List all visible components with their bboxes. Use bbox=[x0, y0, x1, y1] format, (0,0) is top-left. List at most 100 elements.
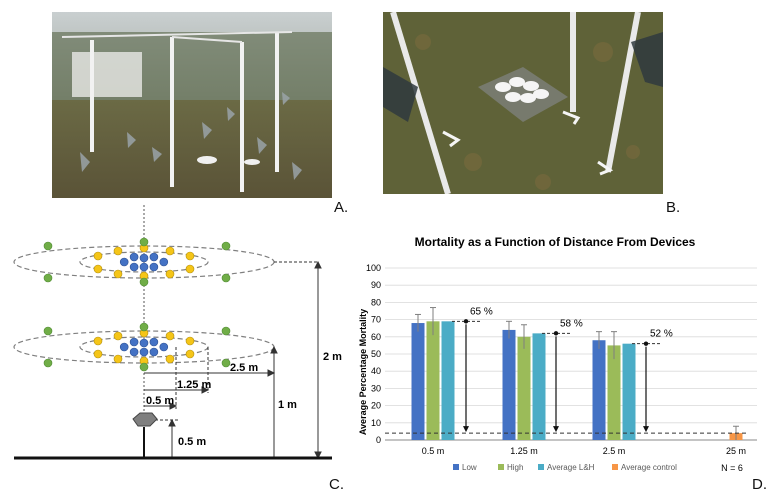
legend-label: Average control bbox=[621, 463, 677, 472]
dim-label-1-25m: 1.25 m bbox=[177, 379, 211, 391]
outer-cage-dot bbox=[43, 273, 53, 283]
inner-cage-dot bbox=[149, 262, 159, 272]
schematic-diagram: 2.5 m 1.25 m 0.5 m 2 m 1 m 0.5 m bbox=[13, 205, 342, 460]
inner-cage-dot bbox=[129, 347, 139, 357]
legend-swatch bbox=[453, 464, 459, 470]
inner-cage-dot bbox=[119, 342, 129, 352]
photo-ground-closeup-drawing bbox=[383, 12, 663, 194]
annotation-label: 65 % bbox=[470, 306, 493, 317]
device-icon bbox=[132, 412, 158, 427]
bar-high bbox=[426, 321, 440, 440]
annotation-label: 58 % bbox=[560, 318, 583, 329]
bar-high bbox=[517, 336, 531, 440]
mortality-chart: Mortality as a Function of Distance From… bbox=[358, 235, 757, 473]
middle-cage-dot bbox=[185, 251, 195, 261]
annotation-point bbox=[643, 341, 649, 346]
middle-cage-dot bbox=[113, 246, 123, 256]
middle-cage-dot bbox=[165, 354, 175, 364]
inner-cage-dot bbox=[139, 253, 149, 263]
dim-label-2-5m: 2.5 m bbox=[230, 362, 258, 374]
panel-label-d: D. bbox=[752, 476, 767, 493]
y-tick-label: 40 bbox=[371, 366, 381, 376]
y-tick-labels: 0 10 20 30 40 50 60 70 80 90 100 bbox=[366, 263, 381, 445]
y-tick-label: 50 bbox=[371, 349, 381, 359]
outer-cage-dot bbox=[139, 237, 149, 247]
inner-cage-dot bbox=[149, 347, 159, 357]
outer-cage-dot bbox=[43, 358, 53, 368]
x-tick-label: 1.25 m bbox=[510, 446, 538, 456]
middle-cage-dot bbox=[93, 264, 103, 274]
outer-cage-dot bbox=[43, 326, 53, 336]
bar-average-l-h bbox=[532, 333, 546, 440]
inner-cage-dot bbox=[129, 252, 139, 262]
photo-outdoor-setup bbox=[52, 12, 332, 198]
annotation-arrowhead bbox=[643, 426, 649, 433]
inner-cage-dot bbox=[139, 262, 149, 272]
height-label-2m: 2 m bbox=[323, 351, 342, 363]
inner-cage-dot bbox=[139, 347, 149, 357]
y-tick-label: 30 bbox=[371, 383, 381, 393]
y-tick-label: 60 bbox=[371, 332, 381, 342]
height-label-0-5m: 0.5 m bbox=[178, 436, 206, 448]
legend-swatch bbox=[538, 464, 544, 470]
y-tick-label: 70 bbox=[371, 315, 381, 325]
middle-cage-dot bbox=[185, 349, 195, 359]
x-tick-labels: 0.5 m 1.25 m 2.5 m 25 m bbox=[422, 446, 746, 456]
chart-title: Mortality as a Function of Distance From… bbox=[415, 235, 696, 249]
bars bbox=[411, 307, 743, 440]
y-axis-label: Average Percentage Mortality bbox=[358, 309, 368, 435]
middle-cage-dot bbox=[113, 269, 123, 279]
height-label-1m: 1 m bbox=[278, 399, 297, 411]
legend-label: High bbox=[507, 463, 523, 472]
annotation-point bbox=[553, 331, 559, 336]
inner-cage-dot bbox=[149, 252, 159, 262]
bar-low bbox=[502, 329, 516, 440]
photo-ground-closeup bbox=[383, 12, 663, 194]
middle-cage-dot bbox=[93, 336, 103, 346]
panel-label-a: A. bbox=[334, 199, 349, 216]
inner-cage-dot bbox=[159, 257, 169, 267]
outer-cage-dot bbox=[221, 358, 231, 368]
sample-size-note: N = 6 bbox=[721, 463, 743, 473]
x-tick-label: 0.5 m bbox=[422, 446, 445, 456]
inner-cage-dot bbox=[159, 342, 169, 352]
panel-label-c: C. bbox=[329, 476, 344, 493]
legend-swatch bbox=[498, 464, 504, 470]
y-tick-label: 10 bbox=[371, 418, 381, 428]
middle-cage-dot bbox=[93, 349, 103, 359]
dim-label-0-5m: 0.5 m bbox=[146, 395, 174, 407]
legend-label: Average L&H bbox=[547, 463, 595, 472]
bar-average-l-h bbox=[441, 321, 455, 440]
x-tick-label: 25 m bbox=[726, 446, 746, 456]
x-tick-label: 2.5 m bbox=[603, 446, 626, 456]
middle-cage-dot bbox=[93, 251, 103, 261]
middle-cage-dot bbox=[165, 269, 175, 279]
cage-positions bbox=[43, 237, 231, 372]
annotation-label: 52 % bbox=[650, 329, 673, 340]
y-tick-label: 0 bbox=[376, 435, 381, 445]
annotation-arrowhead bbox=[463, 426, 469, 433]
inner-cage-dot bbox=[139, 338, 149, 348]
bar-low bbox=[411, 323, 425, 440]
y-tick-label: 90 bbox=[371, 280, 381, 290]
middle-cage-dot bbox=[113, 331, 123, 341]
outer-cage-dot bbox=[139, 322, 149, 332]
annotation-arrowhead bbox=[553, 426, 559, 433]
bar-average-l-h bbox=[622, 343, 636, 440]
middle-cage-dot bbox=[185, 264, 195, 274]
bar-high bbox=[607, 345, 621, 440]
outer-cage-dot bbox=[221, 326, 231, 336]
outer-cage-dot bbox=[43, 241, 53, 251]
legend-label: Low bbox=[462, 463, 477, 472]
legend-swatch bbox=[612, 464, 618, 470]
y-tick-label: 100 bbox=[366, 263, 381, 273]
middle-cage-dot bbox=[113, 354, 123, 364]
inner-cage-dot bbox=[149, 337, 159, 347]
outer-cage-dot bbox=[221, 241, 231, 251]
photo-outdoor-setup-drawing bbox=[52, 12, 332, 198]
outer-cage-dot bbox=[139, 277, 149, 287]
y-tick-label: 80 bbox=[371, 297, 381, 307]
y-tick-label: 20 bbox=[371, 401, 381, 411]
dimension-lines bbox=[144, 260, 322, 460]
panel-label-b: B. bbox=[666, 199, 681, 216]
